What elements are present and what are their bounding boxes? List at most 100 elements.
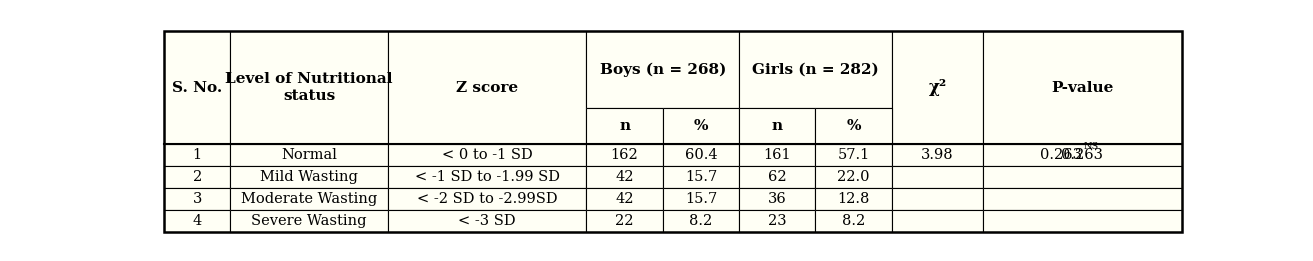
Bar xyxy=(815,188,892,210)
Text: Z score: Z score xyxy=(456,81,519,94)
Bar xyxy=(892,210,983,232)
Text: 162: 162 xyxy=(611,148,638,162)
Bar xyxy=(230,31,389,144)
Bar xyxy=(983,31,1182,144)
Bar xyxy=(983,210,1182,232)
Bar xyxy=(739,144,815,166)
Bar xyxy=(739,31,892,108)
Bar xyxy=(983,144,1182,166)
Text: 42: 42 xyxy=(616,170,634,184)
Bar xyxy=(164,166,230,188)
Bar xyxy=(815,166,892,188)
Text: 8.2: 8.2 xyxy=(842,214,865,228)
Bar xyxy=(587,31,739,108)
Text: NS: NS xyxy=(1083,143,1099,151)
Bar xyxy=(663,108,739,144)
Text: 0.263: 0.263 xyxy=(1040,148,1082,162)
Bar xyxy=(815,188,892,210)
Text: 8.2: 8.2 xyxy=(689,214,713,228)
Text: < 0 to -1 SD: < 0 to -1 SD xyxy=(442,148,533,162)
Text: 0.263: 0.263 xyxy=(1061,148,1103,162)
Bar xyxy=(389,31,587,144)
Bar xyxy=(587,188,663,210)
Bar xyxy=(587,108,663,144)
Text: 42: 42 xyxy=(616,192,634,206)
Bar xyxy=(230,210,389,232)
Bar xyxy=(739,166,815,188)
Bar xyxy=(587,144,663,166)
Bar xyxy=(587,166,663,188)
Text: n: n xyxy=(772,119,783,133)
Text: Normal: Normal xyxy=(281,148,337,162)
Bar xyxy=(739,188,815,210)
Bar xyxy=(164,188,230,210)
Bar xyxy=(230,188,389,210)
Bar xyxy=(663,144,739,166)
Bar xyxy=(389,188,587,210)
Bar xyxy=(389,31,587,144)
Bar xyxy=(230,144,389,166)
Bar xyxy=(164,31,230,144)
Bar xyxy=(587,210,663,232)
Text: 15.7: 15.7 xyxy=(685,170,717,184)
Bar xyxy=(892,210,983,232)
Bar xyxy=(663,166,739,188)
Text: 3.98: 3.98 xyxy=(922,148,953,162)
Bar xyxy=(892,144,983,166)
Bar xyxy=(892,166,983,188)
Text: 22: 22 xyxy=(616,214,634,228)
Bar xyxy=(389,166,587,188)
Text: Girls (n = 282): Girls (n = 282) xyxy=(752,62,878,76)
Text: 4: 4 xyxy=(193,214,202,228)
Text: S. No.: S. No. xyxy=(172,81,222,94)
Text: 3: 3 xyxy=(193,192,202,206)
Bar xyxy=(164,210,230,232)
Bar xyxy=(164,31,230,144)
Bar xyxy=(230,31,389,144)
Bar xyxy=(663,108,739,144)
Text: 22.0: 22.0 xyxy=(838,170,869,184)
Text: 60.4: 60.4 xyxy=(684,148,717,162)
Bar xyxy=(389,210,587,232)
Bar xyxy=(230,188,389,210)
Bar xyxy=(663,144,739,166)
Bar xyxy=(892,166,983,188)
Bar xyxy=(983,188,1182,210)
Bar xyxy=(983,166,1182,188)
Bar xyxy=(230,166,389,188)
Text: 23: 23 xyxy=(768,214,786,228)
Text: Moderate Wasting: Moderate Wasting xyxy=(242,192,377,206)
Text: 12.8: 12.8 xyxy=(838,192,869,206)
Text: χ²: χ² xyxy=(928,79,947,96)
Bar xyxy=(983,166,1182,188)
Text: Boys (n = 268): Boys (n = 268) xyxy=(600,62,726,77)
Bar xyxy=(389,144,587,166)
Text: Level of Nutritional
status: Level of Nutritional status xyxy=(226,73,393,103)
Text: < -3 SD: < -3 SD xyxy=(458,214,516,228)
Bar xyxy=(739,188,815,210)
Bar xyxy=(663,210,739,232)
Bar xyxy=(164,188,230,210)
Bar xyxy=(815,144,892,166)
Bar xyxy=(739,108,815,144)
Bar xyxy=(663,210,739,232)
Bar xyxy=(663,166,739,188)
Bar xyxy=(892,31,983,144)
Text: Mild Wasting: Mild Wasting xyxy=(260,170,358,184)
Text: 57.1: 57.1 xyxy=(838,148,869,162)
Text: 2: 2 xyxy=(193,170,202,184)
Bar xyxy=(815,108,892,144)
Bar xyxy=(230,166,389,188)
Bar xyxy=(739,144,815,166)
Text: %: % xyxy=(847,119,861,133)
Bar xyxy=(739,31,892,108)
Bar xyxy=(983,144,1182,166)
Text: n: n xyxy=(618,119,630,133)
Bar xyxy=(587,144,663,166)
Bar xyxy=(739,210,815,232)
Bar xyxy=(892,188,983,210)
Bar xyxy=(164,166,230,188)
Bar xyxy=(587,31,739,108)
Bar xyxy=(892,144,983,166)
Bar xyxy=(815,210,892,232)
